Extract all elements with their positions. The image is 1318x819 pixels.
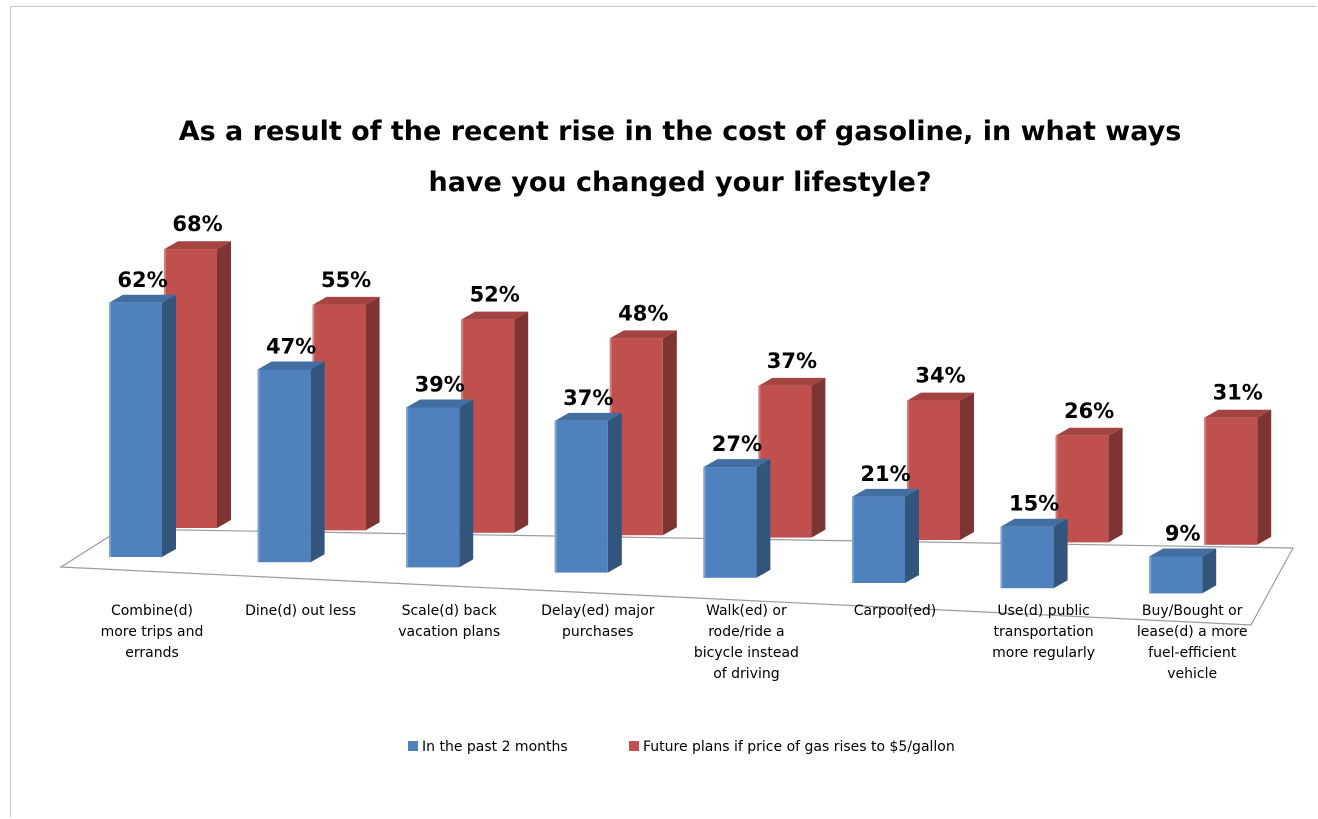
bar-past-7-side xyxy=(1053,518,1068,589)
bar-past-7-value-label: 15% xyxy=(1009,492,1059,516)
bar-past-2-front xyxy=(257,369,311,563)
bar-past-3-top xyxy=(406,399,474,408)
bar-past-8: 9% xyxy=(1149,522,1217,594)
bar-past-2-top xyxy=(257,361,325,370)
bar-past-5-front xyxy=(703,467,757,578)
bar-past-3-front xyxy=(406,407,460,568)
bar-future-7: 26% xyxy=(1055,399,1123,543)
bar-future-7-value-label: 26% xyxy=(1064,399,1114,423)
bar-past-4-top xyxy=(554,412,622,421)
bar-past-1-side xyxy=(162,294,176,557)
chart-title: As a result of the recent rise in the co… xyxy=(179,116,1182,198)
bar-future-3-top xyxy=(461,311,529,320)
bar-past-2: 47% xyxy=(257,335,325,563)
bar-future-3-side xyxy=(514,311,529,533)
bar-future-4-top xyxy=(609,330,677,339)
bar-future-8-side xyxy=(1257,409,1272,545)
category-label-8: Buy/Bought or lease(d) a more fuel-efficie… xyxy=(1137,603,1248,682)
bar-past-4-front xyxy=(554,420,608,573)
bar-future-4-side xyxy=(662,330,677,536)
bar-past-8-top xyxy=(1149,548,1217,557)
bar-past-6: 21% xyxy=(852,462,919,583)
bar-past-1-top xyxy=(109,294,176,303)
bar-future-4-value-label: 48% xyxy=(618,301,668,325)
bar-future-2-value-label: 55% xyxy=(321,268,371,292)
legend-swatch-series-1 xyxy=(408,741,418,751)
bar-future-1-value-label: 68% xyxy=(172,212,222,236)
bar-future-7-top xyxy=(1055,427,1123,436)
bar-future-8-value-label: 31% xyxy=(1213,381,1263,405)
bars-group: 68% 55% 52% 48% 37% 34% 26% 31% 62% 47% 39% 37% 27% 2… xyxy=(109,212,1272,594)
bar-future-6-side xyxy=(960,392,974,540)
bar-past-3: 39% xyxy=(406,373,474,568)
bar-past-3-value-label: 39% xyxy=(415,373,465,397)
chart-title-line-2: have you changed your lifestyle? xyxy=(428,167,931,198)
bar-past-1-value-label: 62% xyxy=(117,268,167,292)
category-label-6: Carpool(ed) xyxy=(854,603,936,619)
chart-frame: As a result of the recent rise in the co… xyxy=(10,6,1316,817)
category-label-4: Delay(ed) major purchases xyxy=(541,603,655,640)
chart-svg: As a result of the recent rise in the co… xyxy=(59,116,1295,755)
bar-future-5-value-label: 37% xyxy=(767,349,817,373)
bar-past-2-side xyxy=(310,361,325,563)
bar-future-1-side xyxy=(217,241,231,528)
bar-future-8-front xyxy=(1204,417,1258,545)
bar-future-5-side xyxy=(811,377,826,538)
bar-past-7: 15% xyxy=(1000,492,1068,589)
bar-past-6-value-label: 21% xyxy=(860,462,910,486)
bar-past-6-top xyxy=(852,488,919,497)
bar-past-8-side xyxy=(1202,548,1217,594)
bar-future-7-side xyxy=(1108,427,1123,543)
bar-future-6-top xyxy=(907,392,974,401)
legend-swatch-series-2 xyxy=(629,741,639,751)
bar-past-3-side xyxy=(459,399,474,568)
bar-future-2-side xyxy=(365,296,380,531)
category-label-1: Combine(d) more trips and errands xyxy=(101,603,204,661)
bar-past-5-value-label: 27% xyxy=(712,432,762,456)
bar-future-6-value-label: 34% xyxy=(915,364,965,388)
category-label-2: Dine(d) out less xyxy=(245,603,356,619)
category-label-7: Use(d) public transportation more regularl… xyxy=(992,603,1095,661)
legend-label-series-1: In the past 2 months xyxy=(422,739,568,755)
chart-floor xyxy=(59,528,1295,626)
bar-past-1: 62% xyxy=(109,268,176,557)
bar-past-4-side xyxy=(607,412,622,573)
bar-past-4: 37% xyxy=(554,386,622,573)
bar-past-1-front xyxy=(109,302,162,557)
bar-past-5-top xyxy=(703,459,771,468)
bar-past-6-side xyxy=(905,488,919,583)
bar-past-5-side xyxy=(756,459,771,578)
bar-future-1-top xyxy=(164,241,231,250)
chart-title-line-1: As a result of the recent rise in the co… xyxy=(179,116,1182,147)
category-labels: Combine(d) more trips and errands Dine(d) o… xyxy=(101,603,1248,682)
bar-past-8-value-label: 9% xyxy=(1165,522,1201,546)
bar-future-5-top xyxy=(758,377,826,386)
bar-future-3-value-label: 52% xyxy=(470,283,520,307)
bar-past-2-value-label: 47% xyxy=(266,335,316,359)
bar-past-8-front xyxy=(1149,556,1203,594)
bar-past-4-value-label: 37% xyxy=(563,386,613,410)
bar-future-8-top xyxy=(1204,409,1272,418)
category-label-3: Scale(d) back vacation plans xyxy=(398,603,500,640)
bar-past-7-front xyxy=(1000,526,1054,589)
bar-past-5: 27% xyxy=(703,432,771,578)
legend-label-series-2: Future plans if price of gas rises to $5… xyxy=(643,739,955,755)
bar-future-8: 31% xyxy=(1204,381,1272,545)
legend: In the past 2 months Future plans if pri… xyxy=(408,739,955,755)
bar-past-7-top xyxy=(1000,518,1068,527)
category-label-5: Walk(ed) or rode/ride a bicycle instead of … xyxy=(694,603,799,682)
bar-future-2-top xyxy=(312,296,380,305)
bar-past-6-front xyxy=(852,496,905,583)
